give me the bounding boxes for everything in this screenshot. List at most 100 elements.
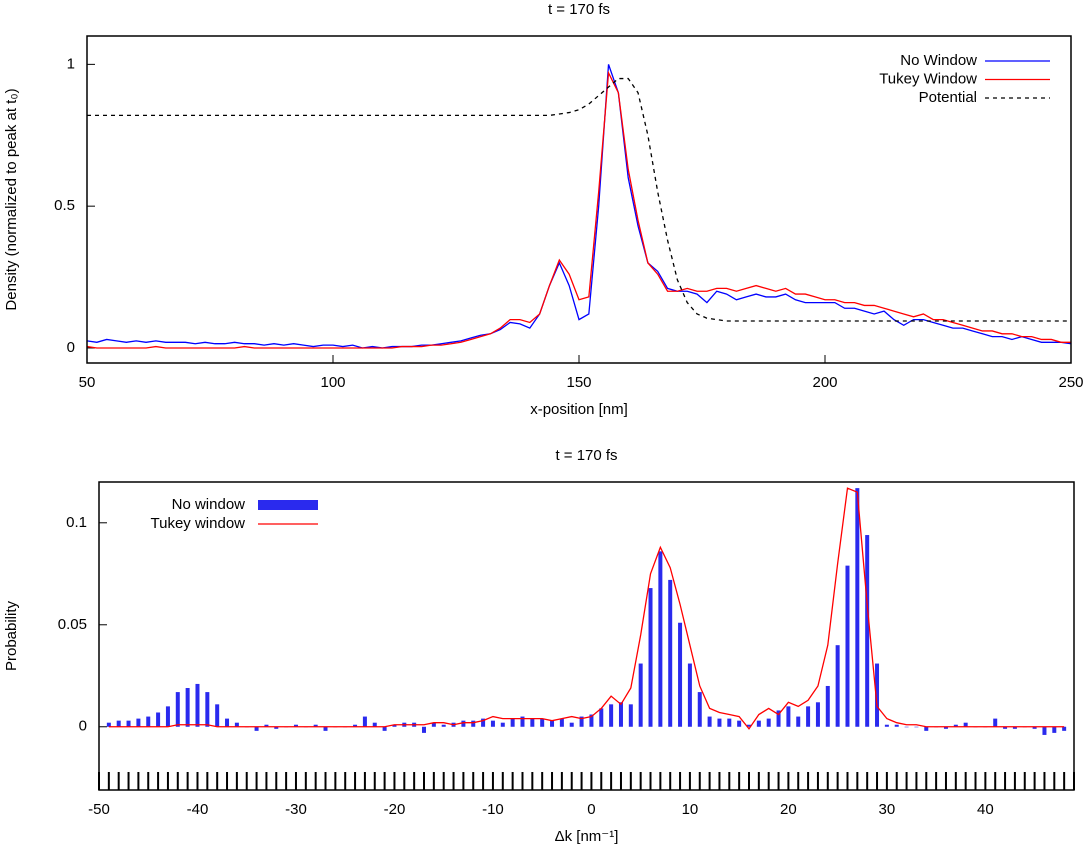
bar [766, 718, 771, 727]
bar [707, 716, 712, 727]
bar [461, 720, 466, 727]
bar [165, 706, 170, 727]
bar [175, 692, 180, 727]
bar [894, 724, 899, 727]
bar [875, 663, 880, 727]
bar [126, 720, 131, 727]
bar [697, 692, 702, 727]
bar [146, 716, 151, 727]
bar [195, 683, 200, 727]
bar [727, 718, 732, 727]
bar [1003, 726, 1008, 729]
bar [530, 718, 535, 727]
bar [943, 726, 948, 729]
bar [550, 720, 555, 727]
legend-label: Potential [919, 89, 977, 106]
bar [313, 724, 318, 727]
y-tick-label: 0 [79, 718, 87, 735]
plot-frame [98, 481, 1075, 791]
bar [441, 724, 446, 727]
bar [658, 551, 663, 727]
plot-frame [86, 35, 1072, 364]
bar [914, 726, 919, 728]
bar [747, 724, 751, 727]
bar [825, 685, 830, 727]
bar [806, 706, 811, 727]
line-series [86, 70, 1071, 349]
x-tick-label: 30 [879, 801, 896, 818]
bar [796, 716, 801, 727]
bar [678, 622, 683, 727]
bar [362, 716, 367, 727]
line-series [87, 77, 1071, 322]
bar [855, 488, 860, 727]
bar [540, 718, 545, 727]
bar [579, 716, 584, 727]
x-tick-label: 20 [780, 801, 797, 818]
bar [382, 726, 387, 731]
bar [599, 708, 604, 727]
bar [274, 726, 279, 729]
bar [431, 722, 436, 727]
bar [638, 663, 643, 727]
bar [904, 726, 909, 728]
bar [815, 702, 820, 727]
bar [490, 720, 495, 727]
bar [205, 692, 210, 727]
x-tick-label: 40 [977, 801, 994, 818]
bar [520, 716, 525, 727]
legend-label: Tukey Window [879, 70, 977, 87]
bar [835, 645, 840, 727]
bar [953, 724, 958, 727]
x-tick-label: 10 [682, 801, 699, 818]
bar [156, 712, 161, 727]
x-tick-label: 50 [79, 374, 96, 391]
bar [569, 722, 574, 727]
bar [668, 579, 673, 727]
x-axis-label: x-position [nm] [530, 401, 628, 418]
bar [589, 714, 594, 727]
bar [609, 704, 614, 727]
bar [1012, 726, 1017, 729]
bar [293, 724, 298, 727]
bar [471, 720, 476, 727]
bar [1042, 726, 1047, 735]
line-series [108, 487, 1065, 730]
bar [422, 726, 426, 733]
bar [737, 720, 742, 727]
bar [1062, 726, 1067, 731]
bar [254, 726, 259, 731]
x-axis-label: Δk [nm⁻¹] [555, 828, 619, 845]
bar [717, 718, 722, 727]
bar [353, 724, 358, 727]
x-tick-label: -40 [187, 801, 209, 818]
bar [628, 704, 633, 727]
bar [845, 565, 850, 727]
bar [618, 702, 623, 727]
x-tick-label: -10 [482, 801, 504, 818]
chart-title: t = 170 fs [555, 447, 617, 464]
bar [687, 663, 692, 727]
x-tick-label: -50 [88, 801, 110, 818]
y-axis-label: Probability [3, 600, 20, 671]
y-tick-label: 0.05 [58, 616, 87, 633]
bar [559, 718, 564, 727]
x-tick-label: 100 [320, 374, 345, 391]
bar [786, 706, 791, 727]
line-series [86, 64, 1072, 349]
bar [884, 724, 889, 727]
x-tick-label: 0 [587, 801, 595, 818]
bar [1052, 726, 1057, 733]
chart-title: t = 170 fs [548, 1, 610, 18]
bar [1032, 726, 1037, 729]
bar [185, 688, 190, 727]
legend-swatch [258, 500, 318, 510]
bar [215, 704, 220, 727]
bar [481, 718, 486, 727]
bar [756, 720, 761, 727]
bar [924, 726, 929, 731]
bar [136, 718, 141, 727]
bar [106, 722, 111, 727]
